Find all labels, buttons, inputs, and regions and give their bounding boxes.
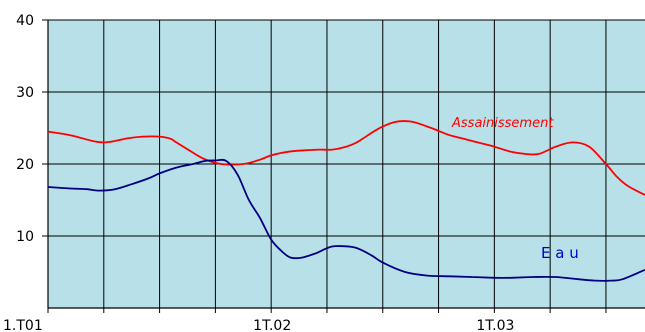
series-line-assainissement <box>47 120 645 196</box>
series-labels: Assainissement E a u <box>451 116 579 262</box>
y-tick-label: 10 <box>16 229 34 245</box>
series-lines <box>47 120 645 282</box>
series-label-eau: E a u <box>541 244 579 262</box>
tick-labels: 10 20 30 40 1.T01 1T.02 1T.03 <box>3 13 514 332</box>
y-tick-label: 30 <box>16 85 34 101</box>
axes <box>42 19 645 313</box>
x-tick-label: 1.T01 <box>3 318 43 332</box>
x-tick-label: 1T.02 <box>253 318 291 332</box>
y-tick-label: 20 <box>16 157 34 173</box>
series-line-eau <box>47 158 645 282</box>
y-tick-label: 40 <box>16 13 34 29</box>
x-tick-label: 1T.03 <box>476 318 514 332</box>
series-label-assainissement: Assainissement <box>451 116 554 131</box>
